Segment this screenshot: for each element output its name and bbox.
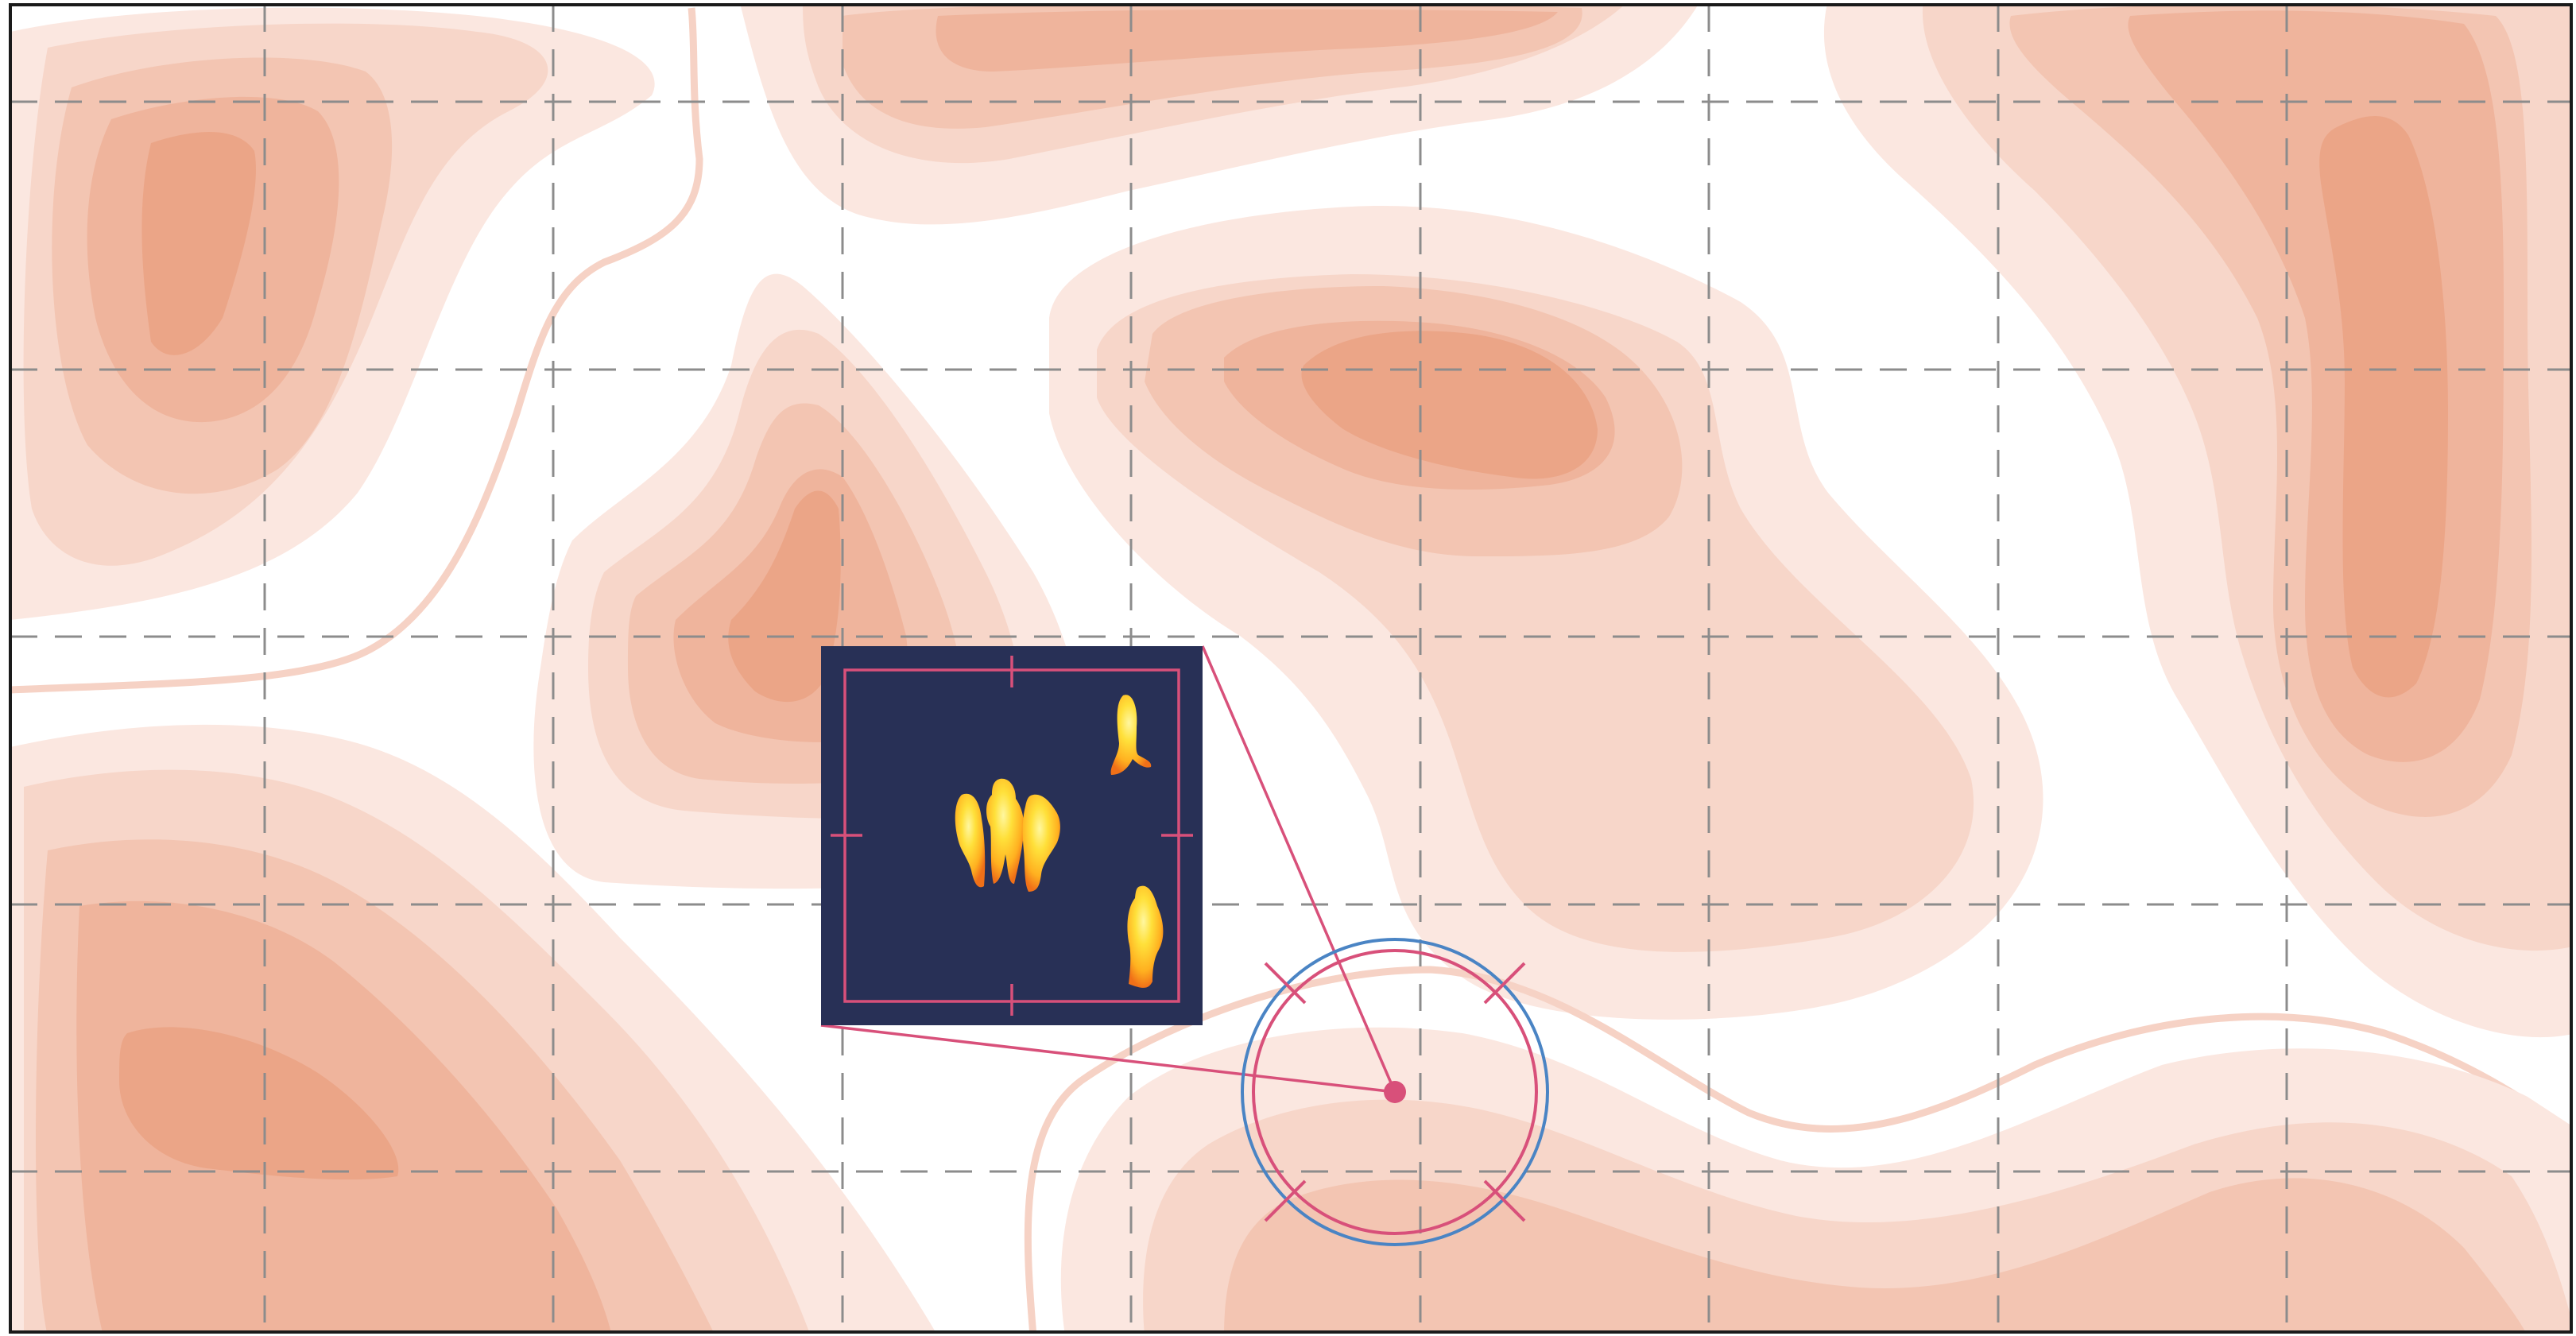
inset-thermal-view[interactable]: [821, 646, 1203, 1025]
hotspot-figure-3: [986, 778, 1025, 884]
hotspot-figure-2: [955, 793, 986, 888]
target-marker[interactable]: [1384, 1081, 1406, 1103]
inset-leader-lines: [820, 645, 1396, 1094]
terrain-layer: [10, 5, 2571, 1332]
hotspot-figure-4: [1022, 794, 1060, 892]
target-reticle[interactable]: [1241, 938, 1549, 1246]
inset-frame-brackets: [831, 656, 1193, 1016]
contour-line-west: [10, 7, 703, 694]
contour-hill-top-left: [10, 7, 655, 621]
thermal-hotspots: [955, 695, 1164, 988]
map-frame: [9, 3, 2573, 1334]
contour-plateau-east: [1049, 206, 2043, 1020]
hotspot-figure-5: [1127, 885, 1164, 988]
hotspot-figure-1: [1110, 695, 1152, 775]
target-ring-inner: [1252, 949, 1538, 1235]
contour-hill-east: [1823, 5, 2571, 1038]
contour-ridge-south: [1060, 1027, 2571, 1332]
contour-line-south: [1024, 966, 2571, 1332]
coordinate-grid: [10, 5, 2571, 1332]
target-ring-outer: [1241, 938, 1549, 1246]
contour-ridge-north: [740, 5, 1699, 225]
contour-hill-south-west: [10, 724, 936, 1332]
reticle-ticks: [1264, 962, 1526, 1222]
